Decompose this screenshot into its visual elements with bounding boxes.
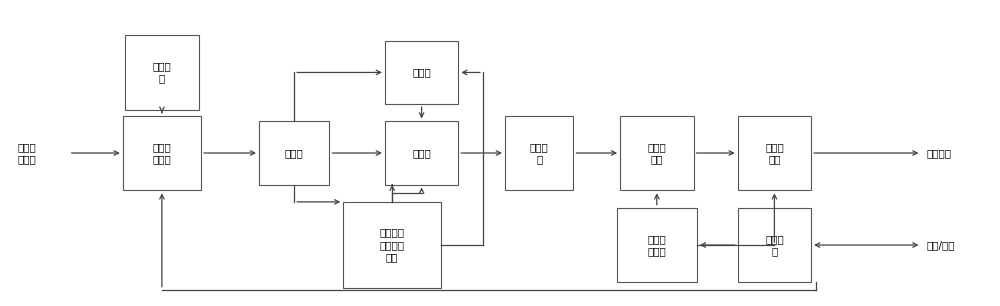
Text: 可编程
控制器: 可编程 控制器 [647, 234, 666, 256]
Text: 测试信号: 测试信号 [926, 148, 951, 158]
Bar [385, 121, 458, 185]
Bar [617, 208, 697, 282]
Text: 数控放
大器: 数控放 大器 [647, 142, 666, 164]
Bar [343, 202, 441, 288]
Text: 命令/状态: 命令/状态 [926, 240, 955, 250]
Text: 直接数字
式频率合
成器: 直接数字 式频率合 成器 [380, 228, 405, 263]
Bar [125, 35, 199, 110]
Bar [385, 41, 458, 104]
Text: 滤波网
络: 滤波网 络 [530, 142, 549, 164]
Text: 锁相环: 锁相环 [412, 67, 431, 77]
Text: 时钟选
择电路: 时钟选 择电路 [153, 142, 171, 164]
Text: 混频器: 混频器 [412, 148, 431, 158]
Bar [259, 121, 329, 185]
Bar [738, 116, 811, 190]
Text: 外部参
考时钟: 外部参 考时钟 [18, 142, 37, 164]
Bar [620, 116, 694, 190]
Bar [123, 116, 201, 190]
Bar [505, 116, 573, 190]
Text: 通信接
口: 通信接 口 [765, 234, 784, 256]
Text: 数控衰
减器: 数控衰 减器 [765, 142, 784, 164]
Bar [738, 208, 811, 282]
Text: 功分器: 功分器 [285, 148, 304, 158]
Text: 高稳晶
振: 高稳晶 振 [153, 61, 171, 84]
